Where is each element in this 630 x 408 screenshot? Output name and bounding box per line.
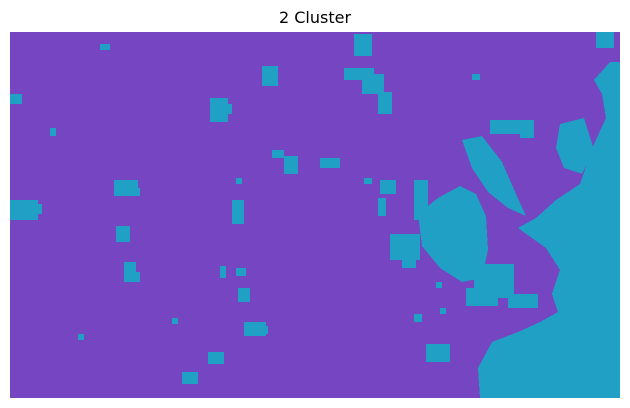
cluster-1-regions xyxy=(10,32,620,398)
figure-title: 2 Cluster xyxy=(278,8,352,27)
cluster-map xyxy=(10,32,620,398)
